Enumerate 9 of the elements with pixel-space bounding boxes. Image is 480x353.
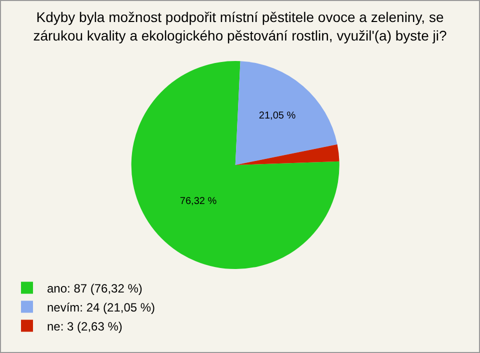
data-label: 76,32 % — [180, 196, 217, 208]
legend-label: ano: 87 (76,32 %) — [47, 281, 142, 296]
legend-label: nevím: 24 (21,05 %) — [47, 300, 156, 314]
legend-label: ne: 3 (2,63 %) — [47, 319, 122, 334]
pie-slice — [235, 144, 340, 166]
data-label: 21,05 % — [258, 110, 296, 122]
pie-slice — [235, 61, 338, 166]
chart-title: Kdyby byla možnost podpořit místní pěstitele ovoce a zeleniny, se zárukou kvality a ekologického pěstování rostlin, využil'(a) byste ji? — [33, 9, 447, 44]
pie-slice — [132, 61, 340, 269]
